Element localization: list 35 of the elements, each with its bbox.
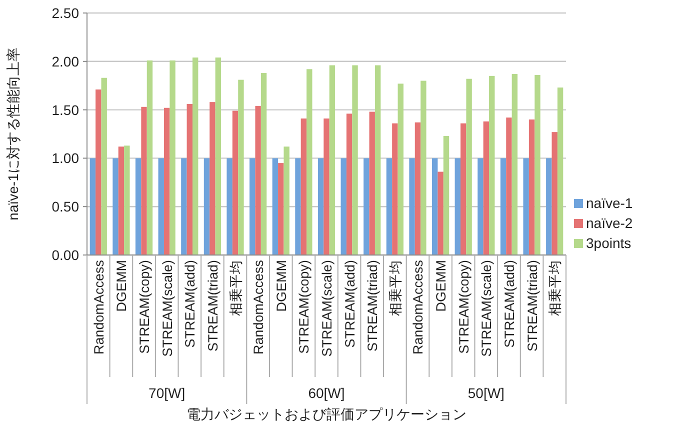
y-tick-label: 1.50 [52, 102, 80, 118]
x-tick-label: STREAM(scale) [320, 260, 334, 357]
x-tick-label: RandomAccess [410, 260, 426, 355]
x-tick-label: STREAM(add) [342, 260, 358, 348]
x-tick-label: 相乗平均 [548, 260, 563, 316]
x-axis-title: 電力バジェットおよび評価アプリケーション [186, 406, 466, 422]
x-tick-label: RandomAccess [251, 260, 266, 355]
x-tick-label: STREAM(triad) [205, 260, 220, 352]
y-tick-label: 0.00 [52, 247, 80, 263]
y-tick-label: 2.00 [52, 53, 80, 70]
x-tick-label: STREAM(triad) [524, 260, 540, 352]
y-tick-label: 0.50 [52, 198, 80, 215]
legend-label: 3points [586, 235, 632, 251]
y-tick-label: 2.50 [52, 5, 80, 21]
x-tick-label: STREAM(triad) [365, 260, 380, 352]
y-tick-label: 1.00 [52, 150, 80, 166]
legend-label: naïve-1 [586, 195, 633, 211]
x-tick-label: STREAM(scale) [160, 260, 175, 357]
x-tick-label: STREAM(add) [502, 260, 517, 348]
x-tick-label: 相乗平均 [228, 260, 244, 316]
legend-label: naïve-2 [586, 215, 633, 231]
x-tick-label: DGEMM [274, 260, 289, 312]
y-axis-title: naïve-1に対する性能向上率 [5, 48, 21, 220]
x-tick-label: STREAM(add) [182, 260, 198, 348]
x-tick-label: STREAM(copy) [137, 260, 152, 354]
x-tick-label: STREAM(copy) [456, 260, 472, 354]
x-tick-label: STREAM(copy) [296, 260, 312, 354]
x-tick-label: DGEMM [114, 260, 130, 312]
text: 70[W] [148, 385, 186, 401]
text: 50[W] [468, 385, 504, 401]
x-tick-label: STREAM(scale) [479, 260, 494, 357]
x-tick-label: 相乗平均 [388, 260, 403, 316]
text: 60[W] [308, 385, 345, 401]
x-tick-label: RandomAccess [91, 260, 106, 355]
x-tick-label: DGEMM [434, 260, 449, 312]
